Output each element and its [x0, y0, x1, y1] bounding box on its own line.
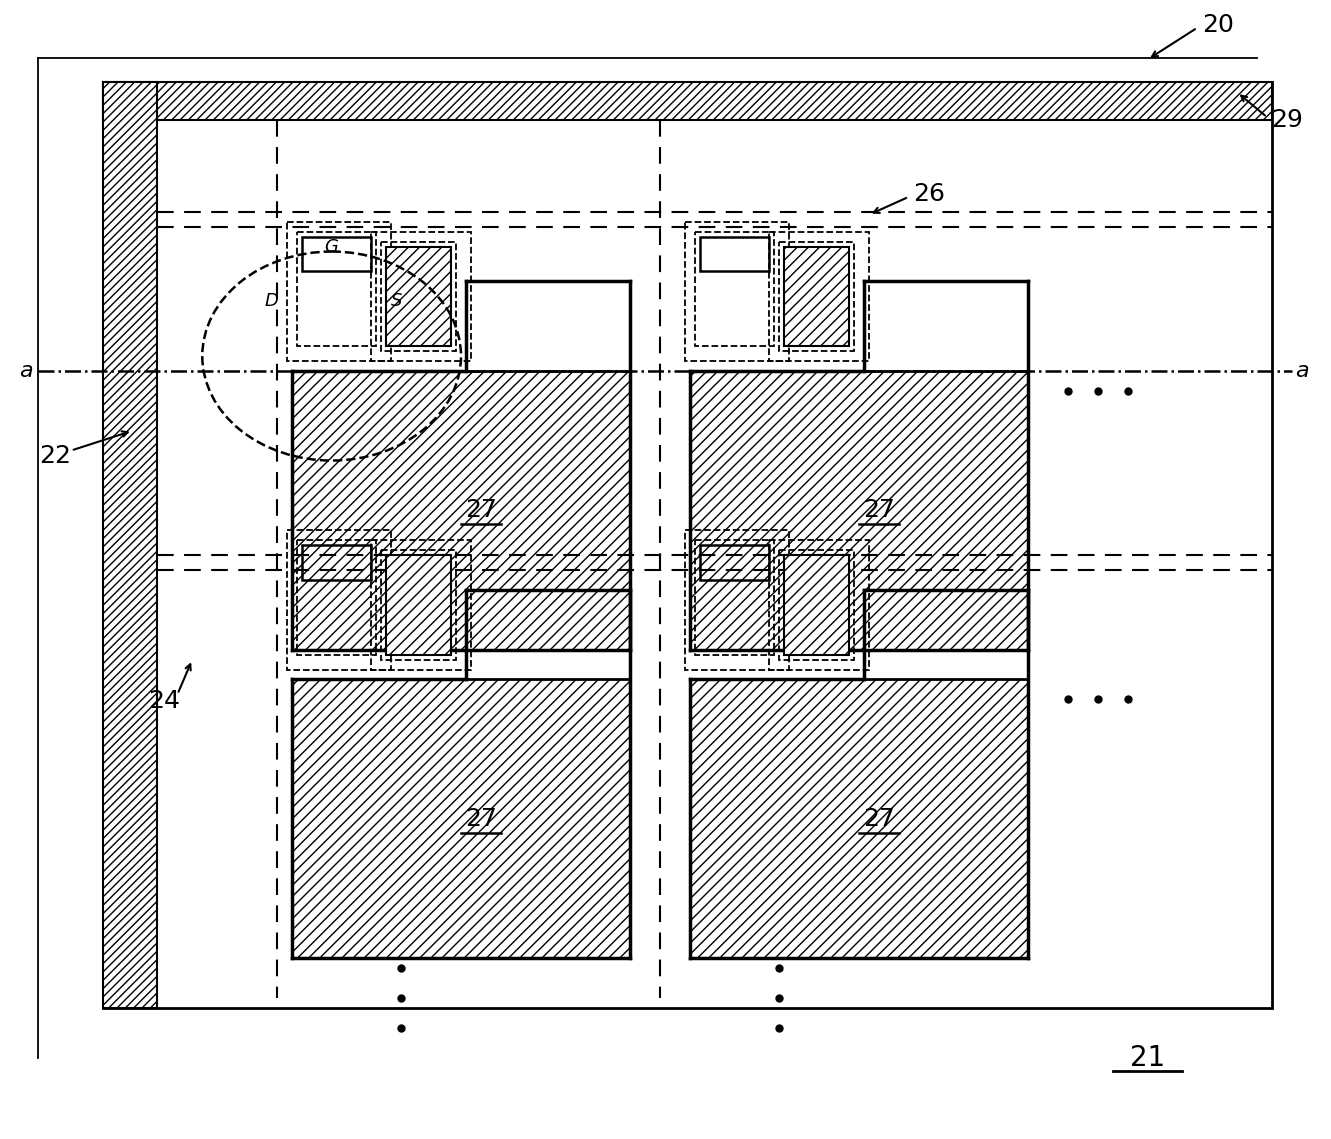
Bar	[784, 555, 849, 655]
Bar	[287, 530, 391, 670]
Bar	[382, 241, 457, 351]
Text: S: S	[390, 293, 402, 310]
Bar	[297, 540, 377, 655]
Text: D: D	[265, 293, 280, 310]
Bar	[102, 82, 1272, 121]
Text: 27: 27	[862, 806, 894, 830]
Bar	[700, 546, 769, 580]
Bar	[769, 231, 869, 361]
Text: a: a	[1295, 361, 1308, 380]
Text: 24: 24	[149, 689, 181, 713]
Text: 22: 22	[39, 443, 71, 467]
Bar	[302, 237, 371, 271]
Bar	[769, 540, 869, 670]
Bar	[102, 82, 1272, 1008]
Text: 20: 20	[1202, 13, 1234, 36]
Bar	[780, 550, 855, 659]
Bar	[102, 82, 157, 1008]
Bar	[386, 246, 451, 346]
Text: a: a	[20, 361, 33, 380]
Bar	[695, 540, 775, 655]
Bar	[297, 231, 377, 346]
Text: 26: 26	[913, 182, 945, 206]
Text: 27: 27	[465, 806, 496, 830]
Text: 27: 27	[465, 498, 496, 523]
Bar	[291, 371, 630, 649]
Bar	[685, 530, 789, 670]
Text: 21: 21	[1130, 1043, 1165, 1072]
Bar	[371, 540, 471, 670]
Bar	[371, 231, 471, 361]
Bar	[291, 680, 630, 958]
Bar	[780, 241, 855, 351]
Bar	[685, 222, 789, 361]
Bar	[689, 680, 1029, 958]
Text: 29: 29	[1271, 108, 1303, 132]
Bar	[382, 550, 457, 659]
Text: 27: 27	[862, 498, 894, 523]
Bar	[700, 237, 769, 271]
Text: G: G	[325, 238, 338, 255]
Bar	[695, 231, 775, 346]
Bar	[287, 222, 391, 361]
Bar	[302, 546, 371, 580]
Bar	[386, 555, 451, 655]
Bar	[689, 371, 1029, 649]
Bar	[784, 246, 849, 346]
